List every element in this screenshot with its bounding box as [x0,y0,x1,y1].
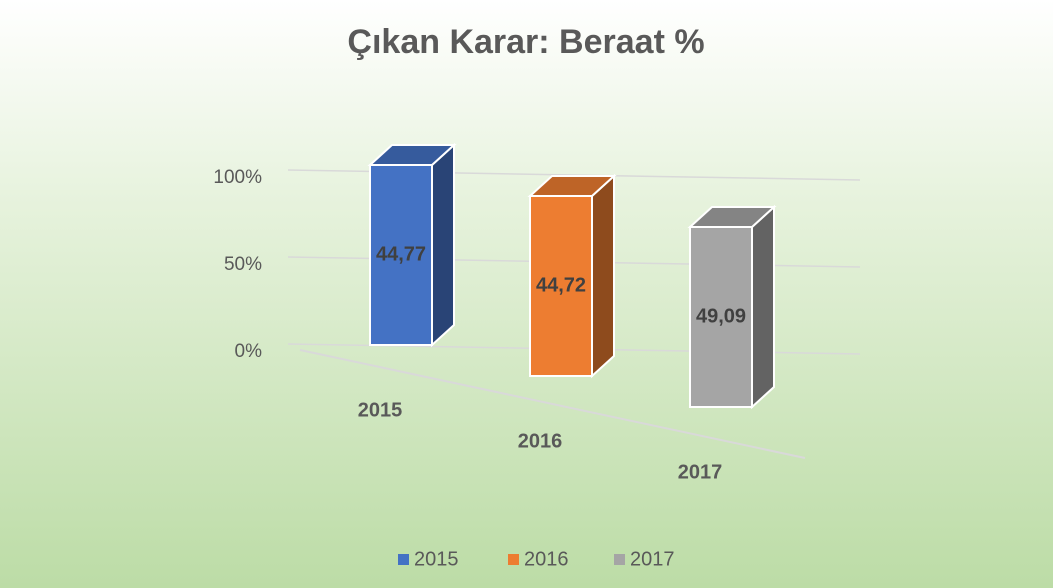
bar [529,195,593,377]
bar-side [591,173,615,379]
bar [369,164,433,346]
chart-title: Çıkan Karar: Beraat % [347,23,704,61]
y-tick-label: 0% [235,341,263,362]
data-label: 44,77 [376,243,426,265]
x-tick-label: 2016 [518,430,563,452]
y-tick-label: 100% [213,167,262,188]
x-tick-label: 2015 [358,399,403,421]
floor-line [299,349,806,459]
legend-label: 2016 [524,548,569,570]
legend-swatch [614,554,625,565]
x-tick-label: 2017 [678,461,723,483]
bar-side [751,204,775,410]
y-tick-label: 50% [224,254,262,275]
bar-side [431,142,455,348]
legend-label: 2015 [414,548,459,570]
data-label: 49,09 [696,305,746,327]
legend-label: 2017 [630,548,675,570]
legend-swatch [398,554,409,565]
bar [689,226,753,408]
legend-swatch [508,554,519,565]
data-label: 44,72 [536,274,586,296]
